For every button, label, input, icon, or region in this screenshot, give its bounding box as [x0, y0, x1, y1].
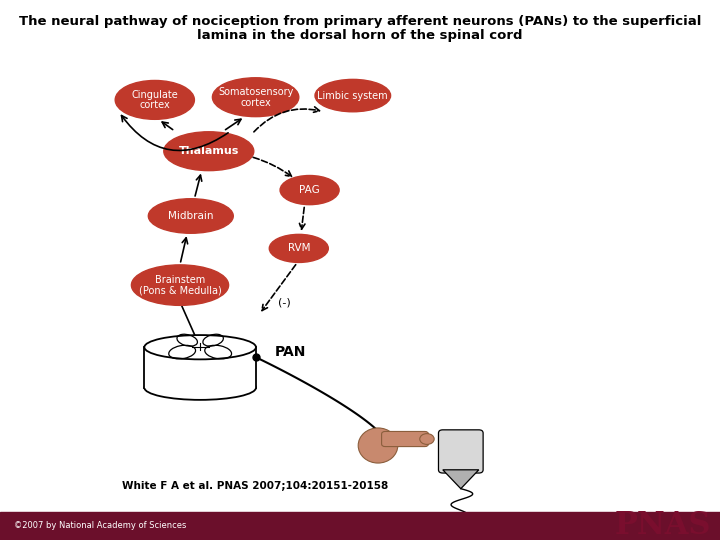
Text: RVM: RVM: [287, 244, 310, 253]
Text: Limbic system: Limbic system: [318, 91, 388, 100]
Text: PNAS: PNAS: [614, 510, 711, 540]
Ellipse shape: [269, 234, 328, 262]
Bar: [145, 347, 256, 388]
FancyBboxPatch shape: [382, 431, 428, 447]
Text: Cingulate
cortex: Cingulate cortex: [132, 90, 178, 110]
Ellipse shape: [163, 132, 253, 171]
Text: The neural pathway of nociception from primary afferent neurons (PANs) to the su: The neural pathway of nociception from p…: [19, 15, 701, 28]
Text: PAG: PAG: [300, 185, 320, 195]
Text: Somatosensory
cortex: Somatosensory cortex: [218, 87, 293, 107]
Text: Thalamus: Thalamus: [179, 146, 239, 156]
Ellipse shape: [148, 199, 233, 233]
Text: lamina in the dorsal horn of the spinal cord: lamina in the dorsal horn of the spinal …: [197, 29, 523, 42]
Bar: [0, 512, 720, 540]
Ellipse shape: [115, 80, 194, 119]
Ellipse shape: [359, 428, 397, 463]
Text: PAN: PAN: [274, 345, 306, 359]
FancyBboxPatch shape: [438, 430, 483, 473]
Ellipse shape: [420, 434, 434, 444]
Ellipse shape: [145, 375, 256, 400]
Text: Midbrain: Midbrain: [168, 211, 214, 221]
Ellipse shape: [212, 78, 299, 117]
Ellipse shape: [132, 265, 229, 306]
Ellipse shape: [280, 176, 339, 205]
Text: Brainstem
(Pons & Medulla): Brainstem (Pons & Medulla): [139, 275, 221, 295]
Text: (-): (-): [278, 298, 291, 307]
Text: White F A et al. PNAS 2007;104:20151-20158: White F A et al. PNAS 2007;104:20151-201…: [122, 481, 389, 491]
Ellipse shape: [315, 79, 391, 112]
Polygon shape: [443, 470, 479, 489]
Text: ©2007 by National Academy of Sciences: ©2007 by National Academy of Sciences: [14, 522, 186, 530]
Ellipse shape: [145, 335, 256, 360]
